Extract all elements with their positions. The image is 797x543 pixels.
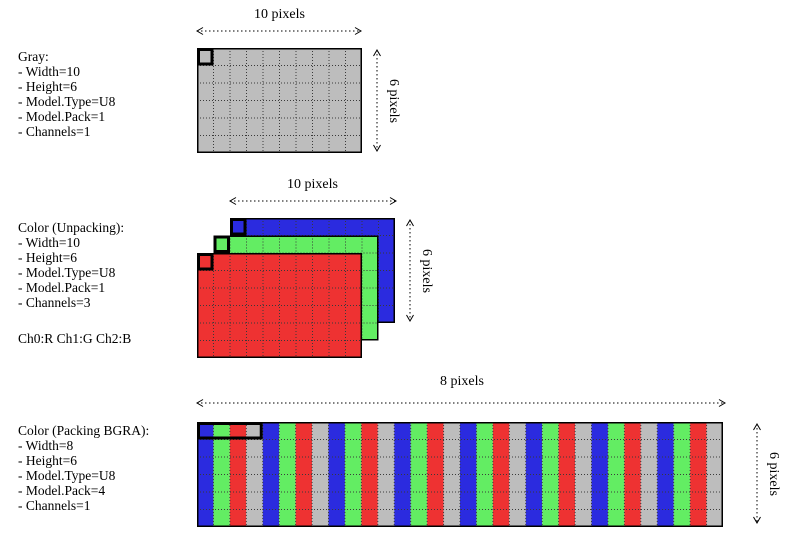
height-arrow bbox=[753, 423, 761, 524]
property-line: - Channels=3 bbox=[18, 295, 91, 310]
property-line: - Model.Type=U8 bbox=[18, 265, 116, 280]
property-line: - Height=6 bbox=[18, 453, 77, 468]
width-label: 10 pixels bbox=[287, 177, 338, 192]
property-line: - Height=6 bbox=[18, 79, 77, 94]
height-label: 6 pixels bbox=[766, 451, 781, 496]
property-line: - Model.Pack=4 bbox=[18, 483, 106, 498]
packing-section-text: Color (Packing BGRA): - Width=8 - Height… bbox=[18, 423, 149, 513]
width-label: 8 pixels bbox=[440, 374, 484, 389]
property-line: - Width=8 bbox=[18, 438, 74, 453]
property-line: - Height=6 bbox=[18, 250, 77, 265]
width-arrow bbox=[229, 197, 397, 205]
height-arrow bbox=[406, 219, 414, 322]
section-title: Gray: bbox=[18, 49, 49, 64]
height-label: 6 pixels bbox=[419, 248, 434, 293]
gray-grid bbox=[197, 48, 362, 153]
property-line: - Model.Pack=1 bbox=[18, 109, 106, 124]
unpacking-section-text: Color (Unpacking): - Width=10 - Height=6… bbox=[18, 220, 131, 346]
property-line: - Channels=1 bbox=[18, 124, 91, 139]
channel-note: Ch0:R Ch1:G Ch2:B bbox=[18, 331, 132, 346]
gray-section-text: Gray: - Width=10 - Height=6 - Model.Type… bbox=[18, 49, 115, 139]
height-label: 6 pixels bbox=[386, 78, 401, 123]
rgb-layer-grids bbox=[197, 218, 395, 358]
property-line: - Model.Type=U8 bbox=[18, 468, 116, 483]
property-line: - Model.Type=U8 bbox=[18, 94, 116, 109]
height-arrow bbox=[373, 49, 381, 152]
width-label: 10 pixels bbox=[254, 7, 305, 22]
section-title: Color (Unpacking): bbox=[18, 220, 125, 235]
section-title: Color (Packing BGRA): bbox=[18, 423, 150, 438]
property-line: - Model.Pack=1 bbox=[18, 280, 106, 295]
property-line: - Width=10 bbox=[18, 64, 80, 79]
property-line: - Channels=1 bbox=[18, 498, 91, 513]
width-arrow bbox=[196, 27, 362, 35]
width-arrow bbox=[196, 399, 726, 407]
property-line: - Width=10 bbox=[18, 235, 80, 250]
bgra-strip-grid bbox=[197, 422, 723, 527]
